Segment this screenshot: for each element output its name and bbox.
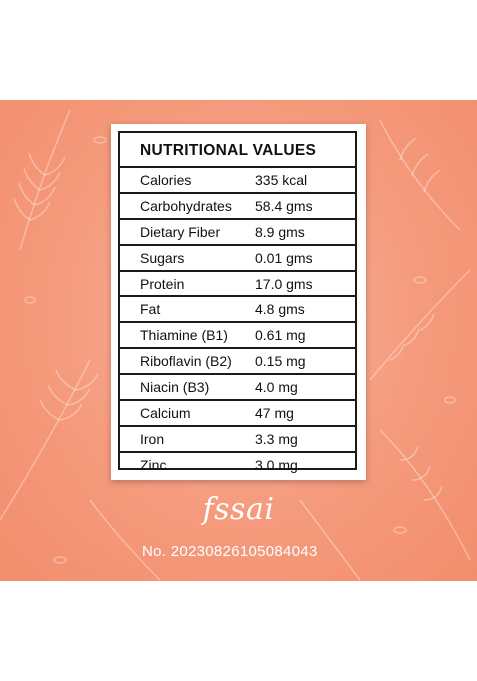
nutrient-name: Riboflavin (B2)	[140, 353, 232, 370]
fssai-license-number: No. 20230826105084043	[142, 543, 318, 560]
nutrient-value: 58.4 gms	[255, 197, 313, 214]
table-row: Niacin (B3) 4.0 mg	[120, 375, 355, 402]
table-row: Thiamine (B1) 0.61 mg	[120, 323, 355, 350]
nutrient-name: Dietary Fiber	[140, 223, 221, 240]
table-row: Calcium 47 mg	[120, 401, 355, 427]
table-row: Iron 3.3 mg	[120, 427, 355, 453]
table-row: Calories 335 kcal	[120, 168, 355, 194]
nutrient-name: Fat	[140, 301, 161, 318]
nutrition-card: NUTRITIONAL VALUES Calories 335 kcal Carbo…	[111, 124, 366, 480]
table-row: Sugars 0.01 gms	[120, 246, 355, 272]
nutrient-name: Protein	[140, 275, 185, 292]
nutrient-value: 4.8 gms	[255, 301, 305, 318]
nutrient-value: 3.0 mg	[255, 456, 298, 473]
table-row: Dietary Fiber 8.9 gms	[120, 220, 355, 246]
table-row: Protein 17.0 gms	[120, 272, 355, 298]
nutrient-value: 47 mg	[255, 405, 294, 422]
nutrient-name: Thiamine (B1)	[140, 327, 228, 344]
nutrient-value: 335 kcal	[255, 172, 308, 188]
table-title: NUTRITIONAL VALUES	[120, 133, 355, 168]
nutrient-name: Calcium	[140, 405, 191, 422]
nutrient-name: Calories	[140, 172, 192, 188]
fssai-logo: fssai	[202, 492, 275, 527]
nutrient-value: 0.15 mg	[255, 353, 306, 370]
table-row: Riboflavin (B2) 0.15 mg	[120, 349, 355, 376]
orange-background-panel: NUTRITIONAL VALUES Calories 335 kcal Carbo…	[0, 100, 477, 581]
nutrient-name: Sugars	[140, 249, 185, 266]
nutrient-value: 8.9 gms	[255, 223, 305, 240]
nutrient-name: Niacin (B3)	[140, 379, 210, 396]
wheat-pattern-illustration	[0, 109, 471, 581]
table-row: Carbohydrates 58.4 gms	[120, 194, 355, 220]
nutrient-name: Zinc	[140, 456, 167, 473]
nutrient-value: 4.0 mg	[255, 379, 298, 396]
nutrient-value: 0.01 gms	[255, 249, 313, 266]
table-row: Zinc 3.0 mg	[120, 453, 355, 479]
nutrient-value: 3.3 mg	[255, 430, 298, 447]
nutrition-table: NUTRITIONAL VALUES Calories 335 kcal Carbo…	[118, 131, 357, 473]
table-rows: Calories 335 kcal Carbohydrates 58.4 gms Die…	[120, 168, 355, 479]
nutrient-value: 0.61 mg	[255, 327, 306, 344]
nutrient-value: 17.0 gms	[255, 275, 313, 292]
nutrient-name: Carbohydrates	[140, 197, 232, 214]
table-row: Fat 4.8 gms	[120, 297, 355, 324]
nutrient-name: Iron	[140, 430, 165, 447]
